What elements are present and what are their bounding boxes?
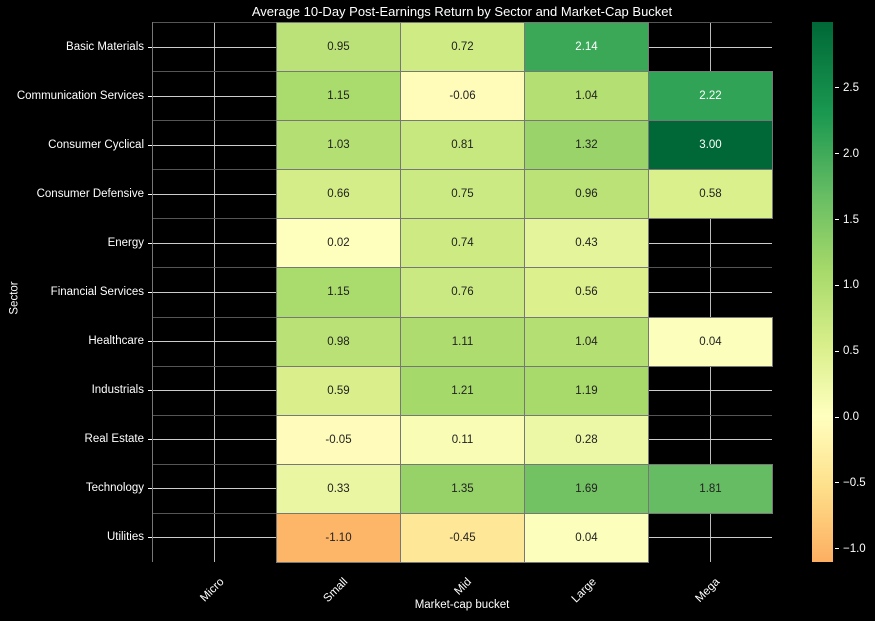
y-tick-label: Financial Services	[50, 286, 144, 298]
y-tick-mark	[148, 242, 152, 244]
heatmap-cell: 2.22	[648, 71, 773, 122]
y-axis-title: Sector	[8, 281, 21, 315]
y-tick-label: Technology	[85, 482, 144, 495]
colorbar	[812, 22, 833, 562]
heatmap-cell: 0.76	[400, 267, 525, 318]
heatmap-cell: 1.69	[524, 463, 649, 514]
heatmap-cell: 0.04	[648, 316, 773, 367]
x-tick-label: Mid	[452, 576, 475, 598]
colorbar-tick-label: 2.0	[835, 148, 859, 160]
heatmap-cell: 2.14	[524, 22, 649, 73]
y-tick-label: Industrials	[91, 384, 144, 397]
heatmap-cell: 0.43	[524, 218, 649, 269]
y-tick-mark	[148, 46, 152, 48]
y-tick-mark	[148, 193, 152, 195]
heatmap-cell: 0.58	[648, 169, 773, 220]
colorbar-tick-label: 1.5	[835, 214, 859, 226]
heatmap-cell: 0.72	[400, 22, 525, 73]
heatmap-cell: -0.05	[276, 414, 401, 465]
y-tick-mark	[148, 341, 152, 343]
heatmap-cell: 0.96	[524, 169, 649, 220]
plot-border	[152, 22, 153, 562]
heatmap-cell: 0.81	[400, 120, 525, 171]
colorbar-tick-label: −1.0	[835, 543, 866, 555]
heatmap-cell: -0.06	[400, 71, 525, 122]
y-tick-mark	[148, 292, 152, 293]
y-tick-label: Communication Services	[16, 89, 144, 102]
heatmap-cell: 3.00	[648, 120, 773, 171]
heatmap-cell: 1.11	[400, 316, 525, 367]
colorbar-tick-label: −0.5	[835, 477, 866, 489]
x-axis-title: Market-cap bucket	[414, 599, 510, 611]
heatmap-cell: 1.04	[524, 316, 649, 367]
y-tick-mark	[148, 439, 152, 441]
chart-title: Average 10-Day Post-Earnings Return by S…	[251, 4, 673, 19]
heatmap-cell: 0.66	[276, 169, 401, 220]
heatmap-cell: 1.21	[400, 365, 525, 416]
heatmap-plot: 0.95 0.72 2.14 1.15 -0.06 1.04 2.22 1.03 0.81 1.3…	[152, 22, 773, 563]
y-tick-label: Consumer Defensive	[36, 187, 144, 200]
colorbar-tick-label: 0.5	[835, 345, 859, 357]
heatmap-cell: 1.15	[276, 71, 401, 122]
heatmap-cell: 0.74	[400, 218, 525, 269]
heatmap-cell: 0.95	[276, 22, 401, 73]
y-tick-mark	[148, 537, 152, 539]
heatmap-cell: 0.75	[400, 169, 525, 220]
heatmap-cell: 1.15	[276, 267, 401, 318]
heatmap-cell: 0.04	[524, 512, 649, 563]
heatmap-cell: 0.02	[276, 218, 401, 269]
y-tick-mark	[148, 390, 152, 392]
y-tick-mark	[148, 488, 152, 490]
heatmap-cell: -0.45	[400, 512, 525, 563]
heatmap-cell: 0.11	[400, 414, 525, 465]
y-tick-mark	[148, 95, 152, 97]
heatmap-cell: 1.81	[648, 463, 773, 514]
y-tick-mark	[148, 144, 152, 146]
y-tick-label: Real Estate	[84, 433, 144, 446]
heatmap-cell: 0.59	[276, 365, 401, 416]
heatmap-cell: 0.56	[524, 267, 649, 318]
y-tick-label: Basic Materials	[66, 40, 144, 53]
heatmap-cell: 0.98	[276, 316, 401, 367]
heatmap-cell: 1.35	[400, 463, 525, 514]
colorbar-tick-label: 2.5	[835, 82, 859, 94]
y-tick-label: Utilities	[106, 531, 144, 544]
y-tick-label: Consumer Cyclical	[48, 138, 144, 151]
y-tick-label: Energy	[107, 236, 144, 249]
heatmap-cell: 1.04	[524, 71, 649, 122]
colorbar-tick-label: 1.0	[835, 279, 859, 291]
heatmap-cell: -1.10	[276, 512, 401, 563]
colorbar-tick-label: 0.0	[835, 411, 859, 423]
heatmap-cell: 0.28	[524, 414, 649, 465]
heatmap-cell: 1.19	[524, 365, 649, 416]
heatmap-cell: 1.03	[276, 120, 401, 171]
heatmap-cell: 1.32	[524, 120, 649, 171]
y-tick-label: Healthcare	[88, 335, 144, 348]
heatmap-cell: 0.33	[276, 463, 401, 514]
